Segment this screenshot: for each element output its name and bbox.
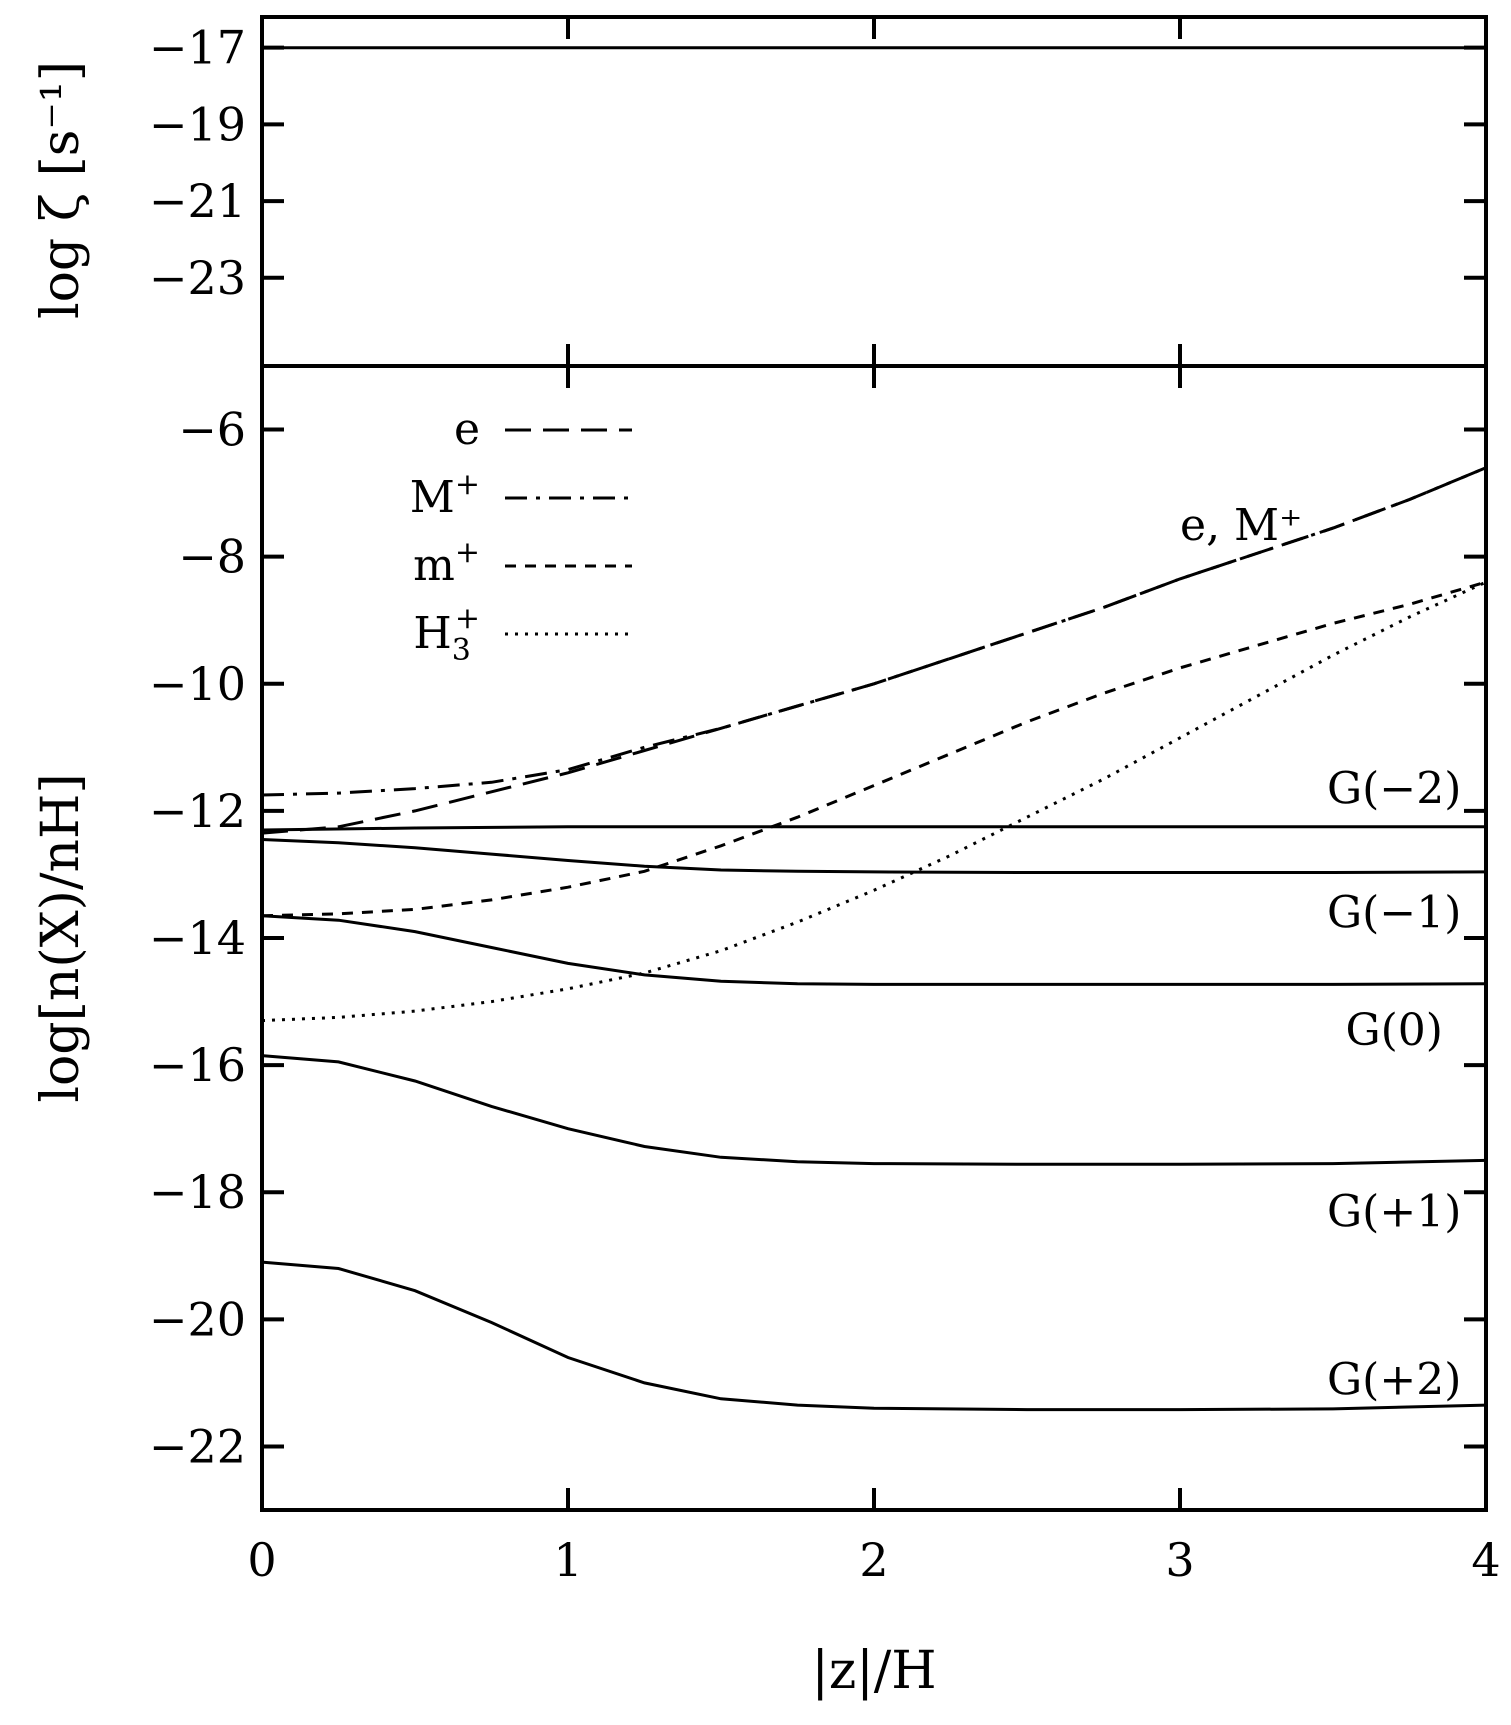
bottom-y-tick-label: −8	[178, 530, 246, 584]
bottom-panel-frame	[260, 364, 1488, 1512]
top-panel-frame	[260, 15, 1488, 368]
curve-g+2	[261, 1260, 1487, 1412]
x-tick-label: 0	[247, 1533, 276, 1587]
bottom-y-tick-label: −6	[178, 403, 246, 457]
bottom-y-tick-label: −12	[149, 784, 246, 838]
top-y-tick-label: −17	[149, 21, 246, 75]
legend-label: M+	[410, 467, 480, 523]
bottom-panel-curves	[261, 466, 1487, 1412]
x-tick-label: 2	[859, 1533, 888, 1587]
curve-annotation: G(+1)	[1327, 1186, 1461, 1237]
legend-label: e	[454, 404, 480, 455]
top-panel-ticks	[262, 17, 1486, 366]
x-axis-title: |z|/H	[811, 1641, 936, 1701]
curve-annotation: e, M⁺	[1180, 500, 1302, 551]
curve-g+1	[261, 1054, 1487, 1166]
legend-label: H3+	[413, 601, 480, 668]
bottom-y-tick-label: −10	[149, 657, 246, 711]
bottom-panel-y-tick-labels: −6 −8 −10 −12 −14 −16 −18 −20 −22	[149, 403, 246, 1474]
curve-h3+	[261, 580, 1487, 1023]
bottom-y-tick-label: −20	[149, 1292, 246, 1346]
top-panel-zeta: −17 −19 −21 −23 log ζ [s⁻¹]	[31, 15, 1488, 368]
curve-g-1	[261, 838, 1487, 874]
curve-m+	[261, 466, 1487, 797]
bottom-y-tick-label: −22	[149, 1419, 246, 1473]
curve-annotation: G(0)	[1345, 1005, 1442, 1056]
bottom-y-tick-label: −16	[149, 1038, 246, 1092]
top-y-tick-label: −19	[149, 97, 246, 151]
curve-annotation: G(−2)	[1327, 764, 1461, 815]
bottom-panel-y-axis-title: log[n(X)/nH]	[31, 773, 91, 1102]
bottom-y-tick-label: −14	[149, 911, 246, 965]
curve-annotation: G(−1)	[1327, 888, 1461, 939]
curve-m+	[261, 580, 1487, 918]
x-tick-label: 1	[553, 1533, 582, 1587]
curve-g-2	[261, 825, 1486, 832]
legend-label: m+	[413, 535, 480, 591]
top-panel-y-tick-labels: −17 −19 −21 −23	[149, 21, 246, 305]
curve-annotation: G(+2)	[1327, 1355, 1461, 1406]
curve-annotations: e, M⁺ G(−2) G(−1) G(0) G(+1) G(+2)	[1180, 500, 1461, 1406]
x-tick-label: 4	[1471, 1533, 1500, 1587]
x-tick-label: 3	[1165, 1533, 1194, 1587]
legend: e M+ m+ H3+	[410, 404, 632, 668]
curve-g0	[261, 914, 1487, 986]
top-panel-y-axis-title: log ζ [s⁻¹]	[31, 61, 91, 319]
bottom-y-tick-label: −18	[149, 1165, 246, 1219]
bottom-panel-ticks	[262, 366, 1486, 1510]
top-y-tick-label: −21	[149, 174, 246, 228]
bottom-panel-abundance: −6 −8 −10 −12 −14 −16 −18 −20 −22 0 1 2 3 4 e, M⁺ G(−…	[31, 364, 1501, 1701]
top-y-tick-label: −23	[149, 251, 246, 305]
bottom-panel-x-tick-labels: 0 1 2 3 4	[247, 1533, 1500, 1587]
